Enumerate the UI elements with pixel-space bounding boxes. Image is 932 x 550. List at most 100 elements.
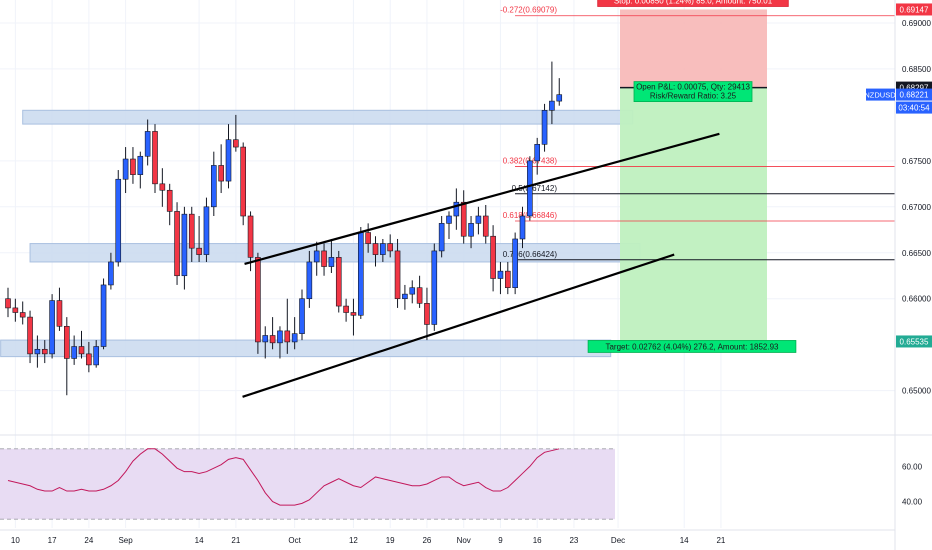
open-pnl-box	[633, 81, 753, 102]
candle-body	[56, 300, 63, 327]
candle-body	[49, 300, 55, 355]
candle-body	[247, 215, 254, 258]
price-tick-label: 0.66000	[902, 295, 931, 304]
channel-lower-line[interactable]	[242, 253, 675, 398]
candle-body	[299, 298, 305, 334]
fib-level-label: 0.5(0.67142)	[512, 184, 558, 193]
price-tag: 0.68297	[900, 84, 929, 93]
stop-label: Stop: 0.00850 (1.24%) 85.0, Amount: 750.…	[614, 0, 773, 5]
symbol-tag: NZDUSD	[864, 91, 896, 100]
open-pnl-label: Open P&L: 0.00075, Qty: 29413	[636, 83, 750, 92]
candle-body	[166, 189, 173, 212]
candle-body	[460, 201, 467, 237]
price-tag-box	[896, 335, 932, 348]
sr-zone[interactable]	[22, 109, 634, 125]
time-tick-label: Sep	[118, 536, 133, 545]
time-tick-label: 12	[349, 536, 358, 545]
long-position-tool[interactable]	[620, 9, 767, 342]
candle-body	[130, 158, 136, 175]
candle-body	[431, 250, 438, 325]
candle-body	[196, 247, 202, 255]
sr-zone[interactable]	[0, 339, 612, 358]
candle-body	[100, 284, 107, 347]
candle-body	[78, 346, 85, 355]
price-axis[interactable]: USD0.690000.685000.675000.670000.665000.…	[864, 0, 932, 550]
candle-body	[218, 165, 224, 182]
channel-upper-line[interactable]	[244, 132, 720, 266]
candle-body	[402, 293, 408, 300]
candle-body	[357, 232, 364, 316]
candle-body	[233, 139, 239, 148]
candle-body	[122, 158, 129, 180]
time-tick-label: 21	[716, 536, 725, 545]
countdown: 03:40:54	[898, 104, 930, 113]
time-tick-label: Dec	[611, 536, 625, 545]
candle-body	[387, 243, 394, 252]
candle-body	[350, 312, 357, 316]
time-tick-label: Nov	[457, 536, 471, 545]
rsi-tick-label: 60.00	[902, 462, 923, 471]
candle-body	[409, 287, 416, 295]
candle-body	[71, 346, 77, 359]
rsi-line	[7, 448, 560, 506]
candle-body	[240, 146, 246, 217]
candle-body	[269, 335, 276, 344]
price-tag-box	[896, 88, 932, 101]
time-tick-label: 21	[231, 536, 240, 545]
candle-body	[416, 287, 423, 304]
grid	[0, 0, 895, 528]
candle-body	[424, 303, 430, 325]
trendlines[interactable]	[242, 132, 720, 398]
countdown-box	[896, 101, 932, 114]
target-label-box	[587, 340, 797, 353]
candle-body	[446, 215, 452, 224]
candle-body	[225, 139, 232, 182]
target-label: Target: 0.02762 (4.04%) 276.2, Amount: 1…	[605, 342, 779, 351]
rsi-pane	[0, 448, 615, 520]
time-tick-label: 26	[422, 536, 431, 545]
candle-body	[34, 348, 41, 355]
stop-loss-zone[interactable]	[620, 9, 767, 88]
candle-body	[284, 330, 291, 343]
candle-body	[335, 257, 342, 307]
price-tick-label: 0.67000	[902, 203, 931, 212]
candle-body	[27, 316, 33, 355]
candle-body	[343, 305, 349, 313]
time-tick-label: 10	[11, 536, 20, 545]
candle-body	[321, 250, 327, 267]
candle-body	[534, 144, 541, 162]
rsi-tick-label: 40.00	[902, 498, 923, 507]
candle-body	[137, 155, 144, 175]
time-tick-label: 24	[84, 536, 93, 545]
candle-body	[328, 257, 335, 267]
symbol-tag-box	[866, 88, 895, 101]
risk-reward-label: Risk/Reward Ratio: 3.25	[650, 92, 737, 101]
candle-body	[482, 215, 489, 237]
price-tag: 0.68221	[900, 91, 929, 100]
candles	[5, 61, 563, 396]
candle-body	[277, 330, 283, 344]
price-tick-label: 0.65000	[902, 387, 931, 396]
price-tag: 0.65535	[900, 337, 929, 346]
candle-body	[41, 348, 48, 355]
candle-body	[519, 215, 526, 240]
price-tag-box	[896, 3, 932, 16]
fib-level-label: -0.272(0.69079)	[500, 6, 557, 15]
candle-body	[93, 346, 99, 366]
price-tick-label: 0.67500	[902, 157, 931, 166]
candle-body	[468, 223, 474, 237]
take-profit-zone[interactable]	[620, 87, 767, 342]
time-tick-label: 14	[680, 536, 689, 545]
candle-body	[490, 235, 496, 279]
candle-body	[527, 160, 533, 217]
fib-level-label: 0.786(0.66424)	[503, 250, 558, 259]
candle-body	[19, 312, 26, 318]
time-tick-label: 16	[533, 536, 542, 545]
time-axis[interactable]: 10 17 24 Sep 14 21 Oct 12 19 26 Nov 9 16 23 Dec 14 21	[0, 529, 895, 545]
candle-body	[497, 270, 504, 279]
candle-body	[504, 270, 511, 288]
candle-body	[188, 213, 195, 249]
candle-body	[453, 201, 460, 217]
time-tick-label: 23	[569, 536, 578, 545]
